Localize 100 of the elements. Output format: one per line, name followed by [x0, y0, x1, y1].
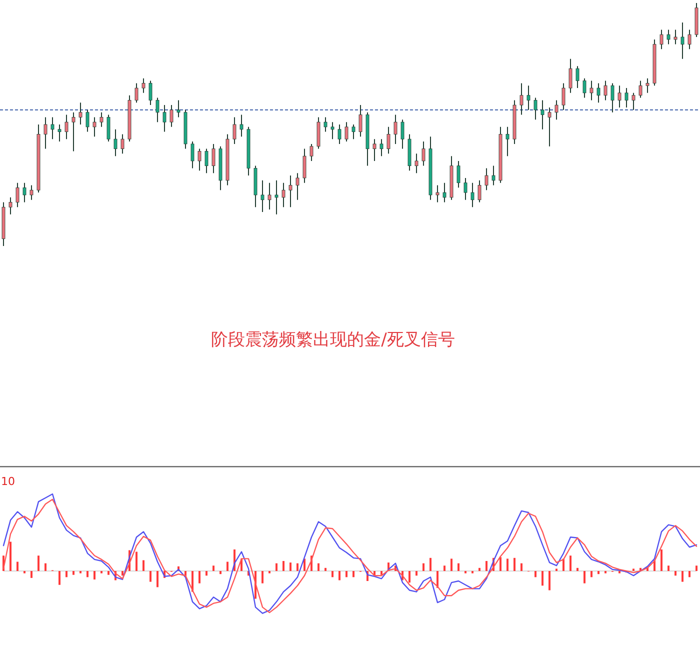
candlestick	[520, 82, 524, 116]
candlestick	[22, 182, 26, 203]
bar	[548, 571, 550, 590]
candlestick	[72, 112, 76, 152]
candlestick	[198, 148, 202, 172]
candlestick	[646, 78, 650, 94]
bar	[324, 568, 326, 571]
candlestick	[114, 128, 118, 157]
candlestick	[464, 177, 468, 200]
candlestick	[456, 160, 460, 188]
bar	[506, 558, 508, 571]
candlestick	[492, 165, 496, 186]
bar	[276, 563, 278, 571]
bar	[590, 571, 592, 578]
bar	[416, 571, 418, 576]
candlestick	[100, 112, 104, 128]
candlestick	[176, 100, 180, 118]
bar	[156, 571, 158, 588]
candlestick	[470, 182, 474, 208]
candlestick	[506, 126, 510, 157]
text: 10	[1, 475, 15, 488]
bar	[108, 571, 110, 575]
candlestick	[162, 104, 166, 132]
candlestick	[268, 182, 272, 210]
bar	[408, 571, 410, 583]
bar	[30, 571, 32, 578]
bar	[458, 563, 460, 571]
bar	[570, 556, 572, 571]
bar	[660, 549, 662, 571]
bar	[142, 560, 144, 571]
bar	[514, 558, 516, 571]
candlestick	[8, 196, 12, 215]
candlestick	[134, 82, 138, 104]
bar	[688, 571, 690, 578]
candlestick	[666, 29, 670, 45]
bar	[282, 560, 284, 571]
candlestick	[610, 82, 614, 113]
text: 阶段震荡频繁出现的金/死叉信号	[211, 330, 455, 350]
candlestick	[260, 180, 264, 212]
candlestick	[372, 138, 376, 162]
bar	[534, 571, 536, 578]
bar	[296, 563, 298, 571]
candlestick	[58, 124, 62, 142]
bar	[682, 571, 684, 582]
candlestick	[240, 114, 244, 138]
candlestick	[540, 100, 544, 130]
candlestick	[422, 141, 426, 166]
candlestick	[78, 102, 82, 125]
candlestick	[478, 180, 482, 203]
candlestick	[44, 116, 48, 150]
candlestick	[296, 172, 300, 200]
bar	[318, 563, 320, 571]
bar	[450, 558, 452, 571]
candlestick	[576, 66, 580, 89]
candlestick	[386, 126, 390, 154]
candlestick	[288, 175, 292, 208]
bar	[10, 542, 12, 571]
bar	[150, 571, 152, 582]
bar	[520, 563, 522, 571]
candlestick	[282, 182, 286, 208]
candlestick	[596, 82, 600, 104]
candlestick	[30, 184, 34, 200]
bar	[696, 566, 698, 571]
candlestick	[400, 119, 404, 150]
bar	[262, 571, 264, 584]
candlestick	[638, 80, 642, 98]
bar	[430, 558, 432, 571]
candlestick	[310, 143, 314, 162]
bar	[198, 571, 200, 584]
candlestick	[324, 116, 328, 132]
bar	[346, 571, 348, 578]
candlestick	[660, 29, 664, 50]
candlestick	[442, 182, 446, 203]
candlestick	[148, 80, 152, 106]
bar	[192, 571, 194, 592]
candlestick	[156, 97, 160, 123]
candlestick	[618, 85, 622, 108]
bar	[38, 556, 40, 571]
bar	[338, 571, 340, 580]
candlestick	[414, 153, 418, 174]
bar	[16, 562, 18, 571]
bar	[584, 571, 586, 584]
candlestick	[590, 80, 594, 101]
candlestick	[632, 92, 636, 110]
bar	[212, 566, 214, 571]
bar	[136, 552, 138, 571]
bar	[444, 566, 446, 571]
candlestick	[64, 114, 68, 140]
candlestick	[688, 29, 692, 50]
bar	[422, 563, 424, 571]
candlestick	[352, 124, 356, 140]
bar	[58, 571, 60, 585]
bar	[122, 571, 124, 576]
bar	[44, 563, 46, 571]
bar	[542, 571, 544, 586]
candlestick	[562, 82, 566, 110]
bar	[94, 571, 96, 580]
candlestick	[204, 148, 208, 174]
candlestick	[484, 168, 488, 191]
candlestick	[582, 78, 586, 98]
